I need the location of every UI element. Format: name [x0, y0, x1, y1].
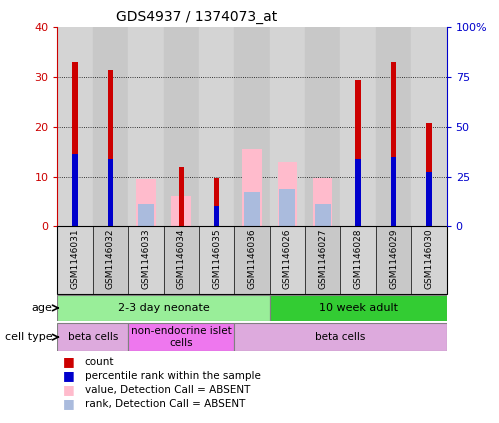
- Text: ■: ■: [62, 383, 74, 396]
- Bar: [214, 178, 219, 226]
- Bar: [277, 162, 297, 226]
- Bar: [426, 123, 432, 226]
- Bar: [235, 27, 269, 226]
- Bar: [269, 27, 305, 226]
- Bar: [235, 226, 269, 294]
- Bar: [164, 226, 199, 294]
- Text: percentile rank within the sample: percentile rank within the sample: [85, 371, 260, 381]
- Bar: [391, 157, 396, 226]
- Bar: [128, 27, 164, 226]
- Bar: [138, 204, 154, 226]
- Bar: [72, 154, 78, 226]
- Text: GDS4937 / 1374073_at: GDS4937 / 1374073_at: [116, 10, 277, 24]
- Text: rank, Detection Call = ABSENT: rank, Detection Call = ABSENT: [85, 398, 245, 409]
- Bar: [305, 226, 340, 294]
- FancyBboxPatch shape: [57, 323, 128, 351]
- Text: GSM1146028: GSM1146028: [354, 228, 363, 289]
- Bar: [179, 167, 184, 226]
- Text: beta cells: beta cells: [315, 332, 366, 342]
- Text: GSM1146029: GSM1146029: [389, 228, 398, 289]
- Text: GSM1146034: GSM1146034: [177, 228, 186, 289]
- Bar: [411, 226, 447, 294]
- Bar: [340, 226, 376, 294]
- Text: 10 week adult: 10 week adult: [319, 303, 398, 313]
- Bar: [355, 159, 361, 226]
- Bar: [57, 226, 93, 294]
- Bar: [57, 27, 93, 226]
- Bar: [72, 62, 78, 226]
- Bar: [355, 80, 361, 226]
- Bar: [172, 196, 191, 226]
- Bar: [93, 27, 128, 226]
- Text: GSM1146033: GSM1146033: [141, 228, 150, 289]
- Bar: [136, 179, 156, 226]
- FancyBboxPatch shape: [269, 294, 447, 321]
- Bar: [199, 27, 235, 226]
- Bar: [199, 226, 235, 294]
- Bar: [305, 27, 340, 226]
- Text: ■: ■: [62, 355, 74, 368]
- Text: GSM1146035: GSM1146035: [212, 228, 221, 289]
- Bar: [93, 226, 128, 294]
- Bar: [391, 62, 396, 226]
- Text: count: count: [85, 357, 114, 367]
- Text: ■: ■: [62, 369, 74, 382]
- Bar: [128, 226, 164, 294]
- Bar: [340, 27, 376, 226]
- Text: GSM1146032: GSM1146032: [106, 228, 115, 289]
- Text: GSM1146027: GSM1146027: [318, 228, 327, 289]
- Text: 2-3 day neonate: 2-3 day neonate: [118, 303, 210, 313]
- Bar: [214, 206, 219, 226]
- Bar: [244, 192, 260, 226]
- Text: age: age: [31, 303, 52, 313]
- Text: GSM1146026: GSM1146026: [283, 228, 292, 289]
- Bar: [243, 149, 261, 226]
- Bar: [108, 159, 113, 226]
- Bar: [269, 226, 305, 294]
- Bar: [376, 226, 411, 294]
- FancyBboxPatch shape: [128, 323, 235, 351]
- Bar: [279, 189, 295, 226]
- Text: value, Detection Call = ABSENT: value, Detection Call = ABSENT: [85, 385, 250, 395]
- Text: GSM1146030: GSM1146030: [425, 228, 434, 289]
- FancyBboxPatch shape: [235, 323, 447, 351]
- FancyBboxPatch shape: [57, 294, 269, 321]
- Text: GSM1146036: GSM1146036: [248, 228, 256, 289]
- Text: beta cells: beta cells: [67, 332, 118, 342]
- Bar: [313, 178, 332, 226]
- Bar: [108, 70, 113, 226]
- Text: cell type: cell type: [5, 332, 52, 342]
- Text: non-endocrine islet
cells: non-endocrine islet cells: [131, 326, 232, 348]
- Bar: [164, 27, 199, 226]
- Bar: [376, 27, 411, 226]
- Bar: [411, 27, 447, 226]
- Text: ■: ■: [62, 397, 74, 410]
- Bar: [315, 204, 331, 226]
- Text: GSM1146031: GSM1146031: [70, 228, 79, 289]
- Bar: [426, 172, 432, 226]
